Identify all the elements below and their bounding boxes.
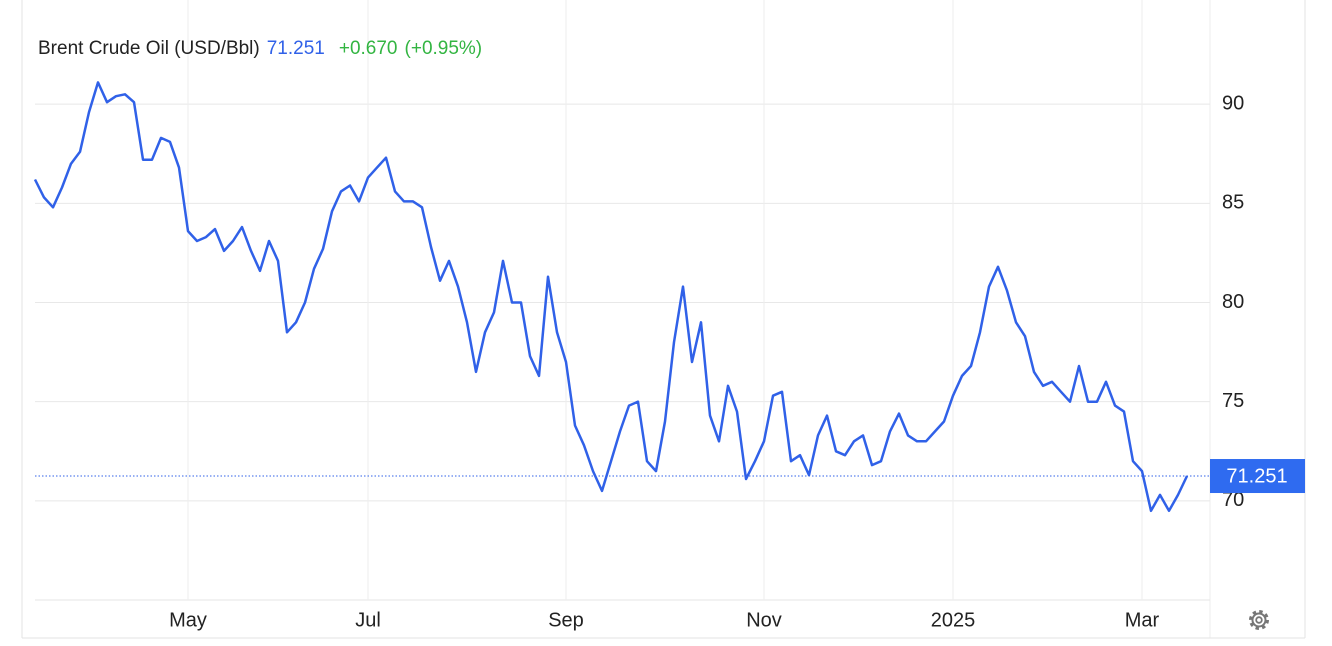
- y-tick-label: 80: [1222, 291, 1244, 313]
- settings-icon[interactable]: [1249, 610, 1269, 630]
- y-tick-label: 90: [1222, 92, 1244, 114]
- y-tick-label: 75: [1222, 390, 1244, 412]
- x-tick-label: Jul: [355, 609, 381, 631]
- x-tick-label: Mar: [1125, 609, 1160, 631]
- x-tick-label: May: [169, 609, 207, 631]
- price: 71.251: [267, 38, 325, 59]
- y-tick-label: 70: [1222, 489, 1244, 511]
- x-tick-label: 2025: [931, 609, 976, 631]
- series-name: Brent Crude Oil (USD/Bbl): [38, 38, 260, 59]
- price-tag: [1210, 459, 1305, 494]
- y-tick-label: 85: [1222, 192, 1244, 214]
- change-percent: (+0.95%): [405, 38, 483, 59]
- x-tick-label: Sep: [548, 609, 584, 631]
- x-tick-label: Nov: [746, 609, 782, 631]
- price-tag-label: 71.251: [1226, 465, 1287, 487]
- price-line: [33, 81, 1189, 513]
- change: +0.670: [339, 38, 398, 59]
